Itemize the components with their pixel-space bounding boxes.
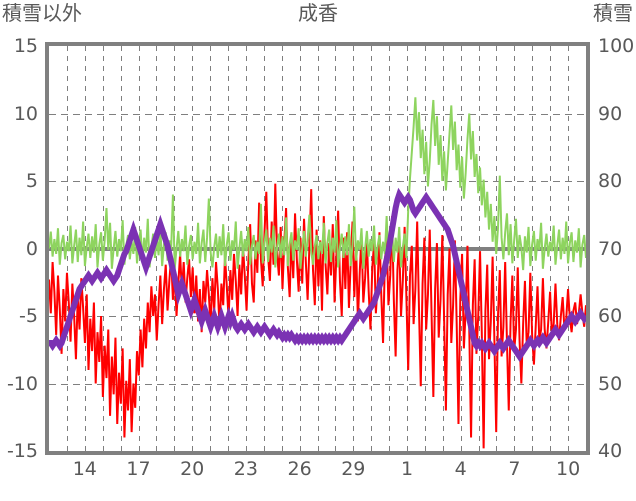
y-axis-right-tick-label: 80 (598, 170, 623, 192)
x-axis-tick-label: 10 (556, 458, 581, 480)
y-axis-right-tick-label: 40 (598, 440, 623, 462)
y-axis-right-tick-label: 70 (598, 237, 623, 260)
x-axis-tick-label: 23 (233, 458, 258, 480)
x-axis-tick-label: 1 (400, 458, 414, 480)
y-axis-left-tick-label: 15 (13, 35, 38, 57)
y-axis-right-tick-label: 50 (598, 372, 623, 395)
right-axis-caption: 積雪 (593, 1, 633, 25)
y-axis-left-tick-label: 0 (25, 237, 38, 260)
series-purple-series (49, 187, 586, 362)
y-axis-left-tick-label: -5 (19, 305, 38, 327)
x-axis-tick-label: 7 (508, 458, 521, 480)
y-axis-left-tick-label: 10 (13, 102, 38, 125)
x-axis-tick-label: 4 (454, 458, 467, 480)
y-axis-left-tick-label: -15 (6, 440, 38, 462)
x-axis-tick-label: 26 (287, 458, 312, 480)
left-axis-caption: 積雪以外 (2, 1, 82, 25)
y-axis-left-tick-label: -10 (6, 372, 38, 395)
plot-area (45, 42, 590, 455)
chart-title: 成香 (298, 1, 338, 25)
series-lines (49, 97, 586, 449)
plot-svg (49, 46, 586, 451)
x-axis-tick-label: 14 (72, 458, 97, 480)
y-axis-right-tick-label: 100 (598, 35, 635, 57)
y-axis-right-tick-label: 90 (598, 102, 623, 125)
y-axis-right-tick-label: 60 (598, 305, 623, 327)
y-axis-left-tick-label: 5 (25, 170, 38, 192)
x-axis-tick-label: 29 (341, 458, 366, 480)
x-axis-tick-label: 17 (126, 458, 151, 480)
x-axis-tick-label: 20 (180, 458, 205, 480)
